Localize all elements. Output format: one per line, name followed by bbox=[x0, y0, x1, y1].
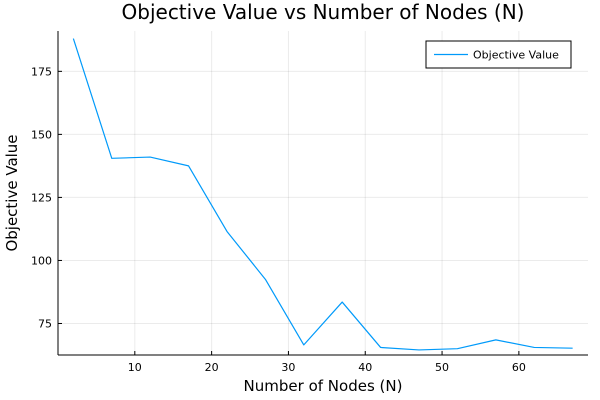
x-ticks: 10 20 30 40 50 60 bbox=[128, 351, 526, 374]
x-tick-label: 60 bbox=[512, 361, 526, 374]
y-ticks: 75 100 125 150 175 bbox=[31, 65, 62, 330]
y-axis-label: Objective Value bbox=[3, 134, 21, 251]
x-tick-label: 10 bbox=[128, 361, 142, 374]
x-tick-label: 30 bbox=[281, 361, 295, 374]
series-line bbox=[72, 38, 573, 351]
y-tick-label: 125 bbox=[31, 191, 52, 204]
y-tick-label: 100 bbox=[31, 254, 52, 267]
x-tick-label: 40 bbox=[358, 361, 372, 374]
grid bbox=[58, 31, 588, 355]
x-axis-label: Number of Nodes (N) bbox=[244, 377, 403, 395]
y-tick-label: 75 bbox=[38, 317, 52, 330]
chart-title: Objective Value vs Number of Nodes (N) bbox=[122, 0, 525, 24]
x-tick-label: 50 bbox=[435, 361, 449, 374]
y-tick-label: 150 bbox=[31, 128, 52, 141]
y-tick-label: 175 bbox=[31, 65, 52, 78]
legend-label: Objective Value bbox=[473, 49, 559, 62]
x-tick-label: 20 bbox=[205, 361, 219, 374]
axes bbox=[57, 31, 588, 356]
series bbox=[72, 38, 573, 351]
legend: Objective Value bbox=[425, 40, 572, 69]
